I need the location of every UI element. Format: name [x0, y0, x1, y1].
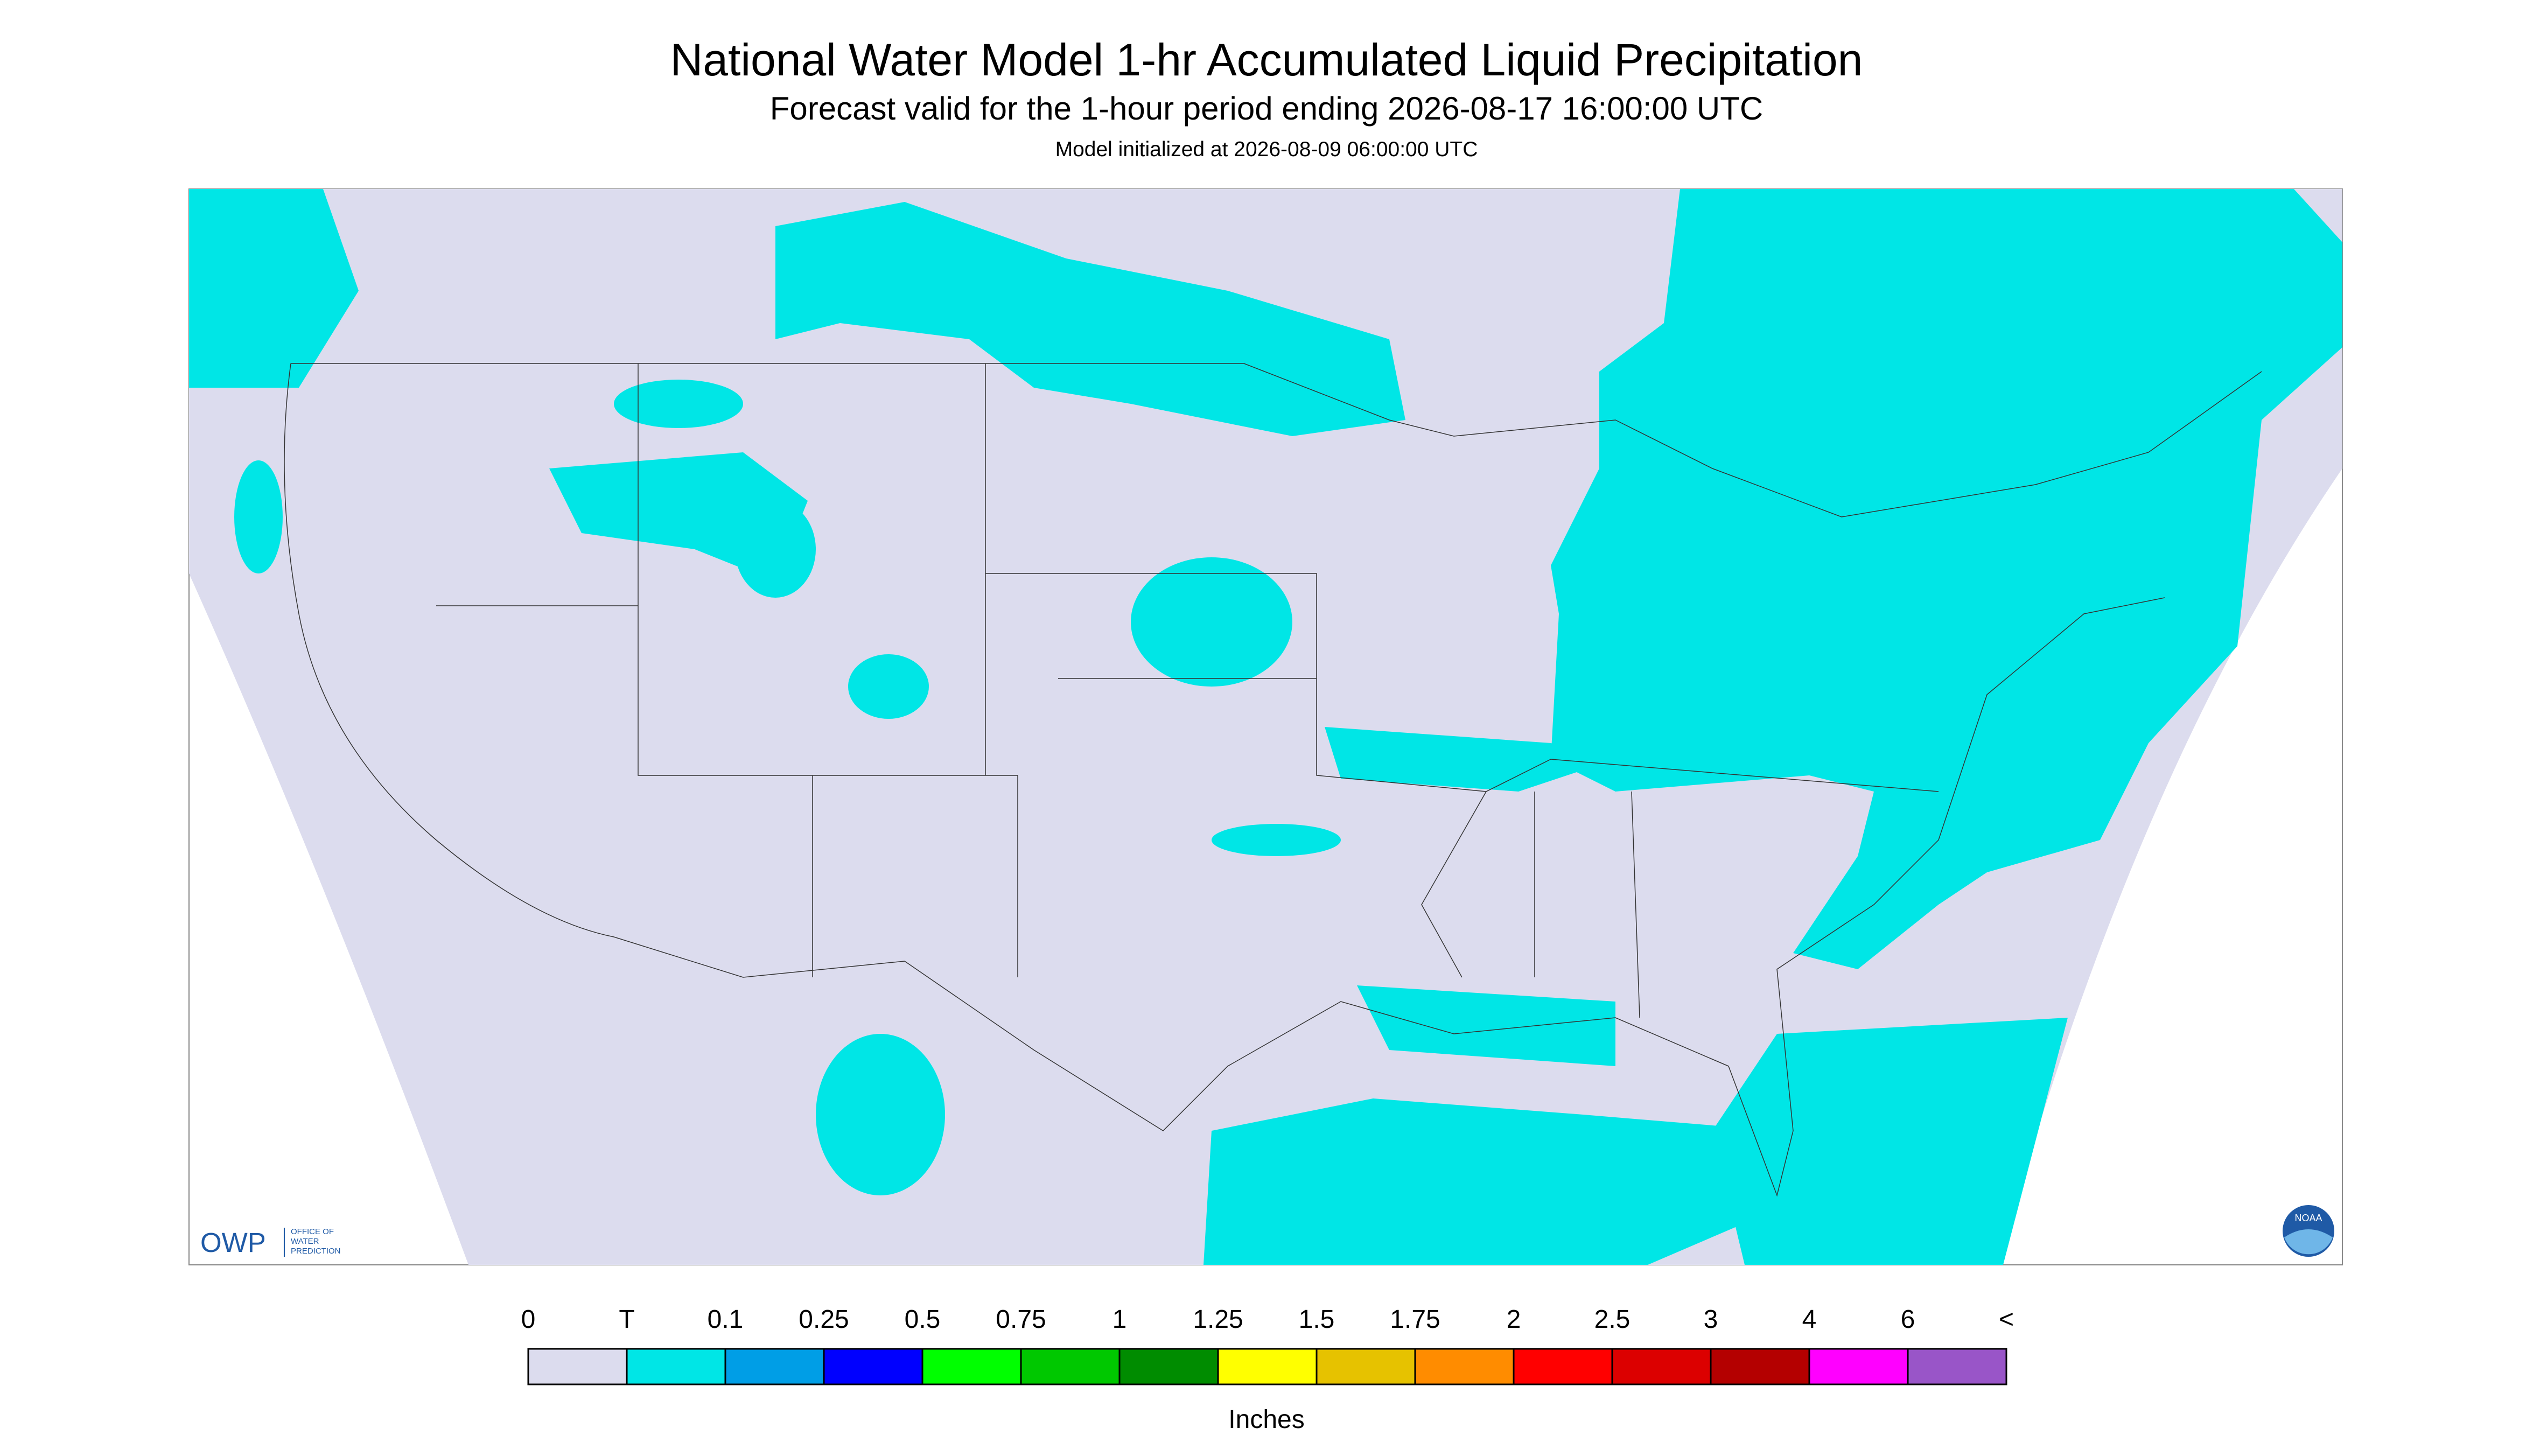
legend-swatch	[1808, 1348, 1909, 1385]
legend-swatch	[1513, 1348, 1613, 1385]
precip-areas	[189, 189, 2342, 1265]
legend-label: 1.5	[1299, 1305, 1335, 1334]
legend-swatch	[921, 1348, 1022, 1385]
legend-label: 0.25	[799, 1305, 849, 1334]
subtitle: Forecast valid for the 1-hour period end…	[770, 90, 1763, 127]
legend-label: 1	[1112, 1305, 1127, 1334]
badge-text: NOAA	[2294, 1213, 2322, 1223]
legend-swatch	[823, 1348, 923, 1385]
boundaries	[284, 363, 2262, 1197]
legend-label: 1.75	[1390, 1305, 1440, 1334]
map: OWP OFFICE OF WATER PREDICTION NOAA	[188, 188, 2343, 1266]
legend-swatch	[1710, 1348, 1810, 1385]
legend-swatch	[1217, 1348, 1318, 1385]
legend-label: 1.25	[1193, 1305, 1243, 1334]
legend-swatch	[1020, 1348, 1121, 1385]
noaa-badge: NOAA	[2283, 1205, 2334, 1257]
legend-swatch	[1414, 1348, 1515, 1385]
legend-label: <	[1999, 1305, 2014, 1334]
legend-swatch	[724, 1348, 825, 1385]
legend-swatch	[527, 1348, 628, 1385]
legend-swatch	[1611, 1348, 1712, 1385]
legend-label: 6	[1901, 1305, 1915, 1334]
legend-label: T	[619, 1305, 634, 1334]
logo-name: PREDICTION	[291, 1247, 341, 1256]
legend-swatch	[626, 1348, 726, 1385]
legend-label: 4	[1802, 1305, 1817, 1334]
legend-label: 3	[1704, 1305, 1718, 1334]
legend-swatch	[1907, 1348, 2007, 1385]
legend-swatch	[1118, 1348, 1219, 1385]
legend-label: 2	[1507, 1305, 1521, 1334]
legend-label: 0.1	[708, 1305, 744, 1334]
legend-swatch	[1316, 1348, 1416, 1385]
init-time: Model initialized at 2026-08-09 06:00:00…	[1055, 138, 1478, 161]
legend-label: 2.5	[1594, 1305, 1631, 1334]
title: National Water Model 1-hr Accumulated Li…	[670, 34, 1863, 85]
logo-name: WATER	[291, 1237, 319, 1246]
owp-logo: OWP OFFICE OF WATER PREDICTION	[200, 1227, 341, 1258]
logo-name: OFFICE OF	[291, 1227, 334, 1236]
legend-label: 0	[521, 1305, 536, 1334]
logo-abbr: OWP	[200, 1227, 266, 1258]
legend: 0 T 0.1 0.25 0.5 0.75 1 1.25 1.5 1.75 2 2.5 3 4 6 <	[521, 1305, 2014, 1385]
legend-label: 0.5	[905, 1305, 941, 1334]
legend-label: 0.75	[996, 1305, 1046, 1334]
legend-unit: Inches	[1228, 1405, 1304, 1434]
